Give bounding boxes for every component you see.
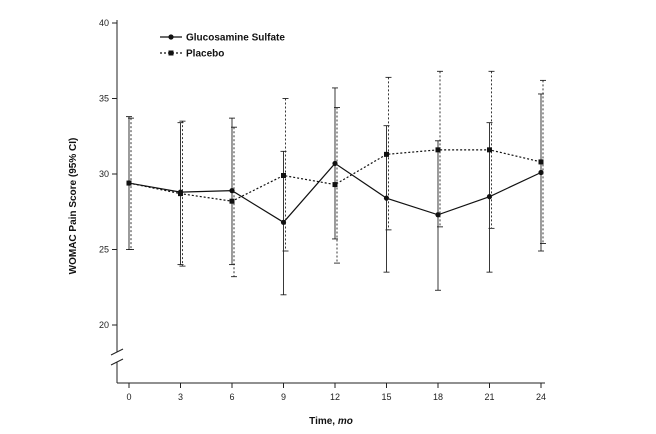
x-axis-label-main: Time, [309, 416, 338, 427]
data-point-placebo [178, 191, 183, 197]
data-point-glucosamine [435, 212, 441, 218]
legend-label-glucosamine: Glucosamine Sulfate [186, 33, 285, 44]
data-point-glucosamine [486, 194, 493, 200]
x-tick-label: 9 [281, 392, 286, 402]
y-tick-label: 25 [99, 245, 109, 255]
x-tick-label: 15 [381, 392, 391, 402]
data-point-glucosamine [383, 195, 390, 201]
x-axis-label: Time, mo [309, 416, 353, 427]
axes: 20 25 30 35 40 0 3 6 9 12 15 18 21 24 [99, 18, 546, 402]
data-point-placebo [126, 180, 132, 186]
data-point-placebo [384, 151, 389, 157]
x-tick-label: 0 [126, 392, 131, 402]
axis-break-mark [110, 348, 124, 356]
legend: Glucosamine Sulfate Placebo [160, 33, 285, 60]
x-tick-label: 6 [229, 392, 234, 402]
data-point-glucosamine [332, 160, 338, 167]
y-tick-label: 35 [99, 94, 109, 104]
y-tick-label: 30 [99, 169, 109, 179]
data-point-glucosamine [229, 188, 235, 194]
x-tick-label: 21 [484, 392, 494, 402]
legend-marker-glucosamine [168, 34, 174, 40]
y-tick-label: 40 [99, 18, 109, 28]
series-layer [126, 70, 546, 296]
data-point-placebo [435, 147, 441, 153]
x-tick-label: 3 [178, 392, 183, 402]
data-point-placebo [487, 147, 492, 153]
data-point-placebo [281, 173, 286, 179]
x-tick-label: 24 [536, 392, 546, 402]
legend-marker-placebo [168, 50, 174, 56]
axis-break-mark [110, 358, 124, 366]
data-point-placebo [332, 182, 338, 188]
data-point-placebo [229, 198, 235, 204]
x-tick-label: 12 [330, 392, 340, 402]
data-point-glucosamine [280, 219, 287, 225]
legend-label-placebo: Placebo [186, 49, 224, 60]
series-line-placebo [128, 149, 542, 202]
x-tick-label: 18 [433, 392, 443, 402]
data-point-glucosamine [538, 169, 544, 176]
x-axis-label-unit: mo [338, 416, 353, 427]
y-axis-label: WOMAC Pain Score (95% CI) [68, 138, 79, 275]
y-tick-label: 20 [99, 320, 109, 330]
data-point-placebo [538, 159, 544, 165]
